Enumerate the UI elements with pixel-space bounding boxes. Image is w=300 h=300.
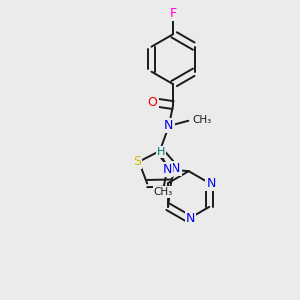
Text: CH₃: CH₃ xyxy=(193,115,212,125)
Text: N: N xyxy=(171,162,181,175)
Text: H: H xyxy=(157,147,165,157)
Text: N: N xyxy=(164,119,173,133)
Text: CH₃: CH₃ xyxy=(153,187,173,197)
Text: N: N xyxy=(186,212,195,225)
Text: N: N xyxy=(206,177,216,190)
Text: F: F xyxy=(169,7,177,20)
Text: N: N xyxy=(163,163,172,176)
Text: S: S xyxy=(133,155,141,168)
Text: O: O xyxy=(148,96,158,109)
